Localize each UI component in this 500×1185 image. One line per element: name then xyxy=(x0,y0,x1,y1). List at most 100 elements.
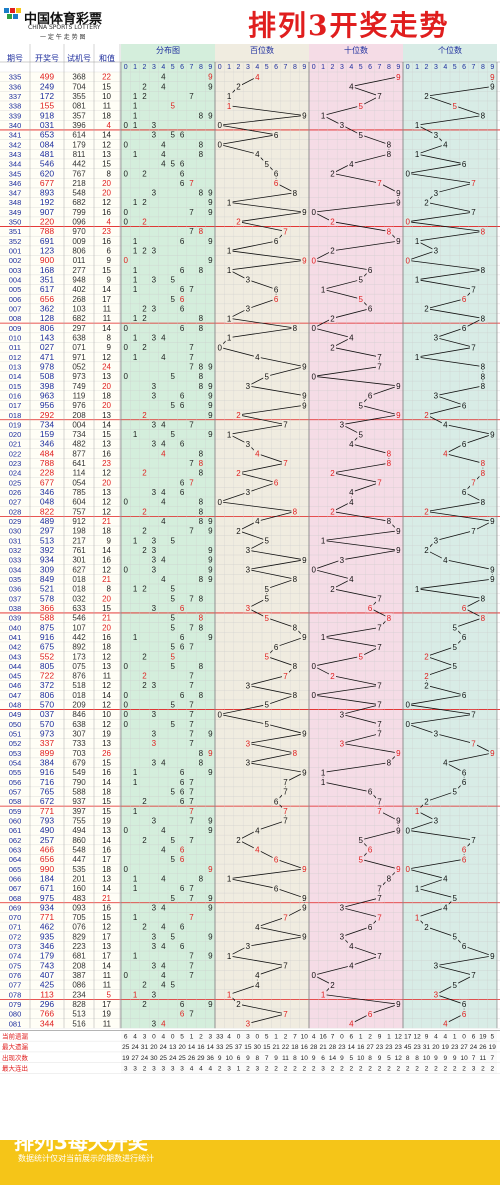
dist-digit: 4 xyxy=(161,981,166,990)
trend-point-bg xyxy=(235,468,242,478)
sum-value: 15 xyxy=(102,82,111,91)
test-number: 876 xyxy=(72,672,86,681)
stats-value: 5 xyxy=(180,1033,184,1040)
trend-digit: 8 xyxy=(293,189,298,198)
test-number: 828 xyxy=(72,1000,86,1009)
sum-value: 19 xyxy=(102,816,111,825)
stats-value: 16 xyxy=(319,1033,327,1040)
sum-value: 13 xyxy=(102,662,111,671)
dist-digit: 8 xyxy=(199,150,204,159)
draw-number: 346 xyxy=(40,439,54,449)
dist-digit: 6 xyxy=(180,604,185,613)
stats-value: 9 xyxy=(218,1055,222,1062)
trend-point-bg xyxy=(310,323,318,333)
sum-value: 9 xyxy=(107,276,112,285)
dist-digit: 9 xyxy=(208,73,213,82)
trend-digit: 2 xyxy=(330,981,335,990)
trend-point-bg xyxy=(432,990,440,1000)
dist-digit: 8 xyxy=(199,227,204,236)
dist-digit: 6 xyxy=(180,691,185,700)
dist-digit: 8 xyxy=(199,575,204,584)
trend-digit: 3 xyxy=(246,739,251,748)
dist-digit: 4 xyxy=(161,942,166,951)
dist-digit: 3 xyxy=(152,131,157,140)
issue-number: 003 xyxy=(9,266,22,275)
dist-digit: 9 xyxy=(208,82,213,91)
sum-value: 12 xyxy=(102,923,111,932)
trend-point-bg xyxy=(488,748,496,758)
stats-value: 30 xyxy=(254,1044,262,1051)
trend-digit: 9 xyxy=(396,865,401,874)
trend-digit: 0 xyxy=(311,662,316,671)
sum-value: 8 xyxy=(107,333,112,342)
draw-number: 771 xyxy=(40,912,54,922)
trend-digit: 8 xyxy=(481,111,486,120)
trend-digit: 7 xyxy=(377,720,382,729)
issue-number: 041 xyxy=(9,633,22,642)
test-number: 627 xyxy=(72,565,86,574)
issue-number: 344 xyxy=(9,160,22,169)
trend-point-bg xyxy=(225,874,233,884)
dist-digit: 6 xyxy=(180,942,185,951)
trend-point-bg xyxy=(376,719,383,729)
dist-digit: 8 xyxy=(199,189,204,198)
trend-digit: 9 xyxy=(396,527,401,536)
issue-number: 047 xyxy=(9,691,22,700)
dist-digit: 3 xyxy=(152,546,157,555)
dist-digit: 2 xyxy=(142,546,147,555)
dist-digit: 1 xyxy=(133,353,138,362)
dist-digit: 7 xyxy=(189,730,194,739)
trend-point-bg xyxy=(376,478,383,488)
test-number: 209 xyxy=(72,701,86,710)
issue-number: 026 xyxy=(9,488,22,497)
trend-digit: 1 xyxy=(415,150,420,159)
trend-point-bg xyxy=(329,671,336,681)
test-number: 733 xyxy=(72,739,86,748)
issue-number: 030 xyxy=(9,527,22,536)
test-number: 973 xyxy=(72,372,86,381)
dist-digit: 6 xyxy=(180,788,185,797)
trend-point-bg xyxy=(357,429,365,439)
draw-number: 292 xyxy=(40,410,54,420)
trend-digit: 5 xyxy=(452,894,457,903)
issue-number: 036 xyxy=(9,585,22,594)
stats-value: 12 xyxy=(395,1055,403,1062)
dist-digit: 8 xyxy=(199,469,204,478)
stats-value: 1 xyxy=(387,1033,391,1040)
stats-value: 10 xyxy=(301,1033,309,1040)
trend-digit: 5 xyxy=(264,537,269,546)
trend-digit: 6 xyxy=(274,797,279,806)
stats-value: 7 xyxy=(331,1033,335,1040)
trend-digit: 3 xyxy=(340,739,345,748)
trend-digit: 2 xyxy=(236,82,241,91)
issue-number: 021 xyxy=(9,440,22,449)
dist-digit: 9 xyxy=(208,903,213,912)
dist-digit: 4 xyxy=(161,961,166,970)
dist-digit: 3 xyxy=(152,488,157,497)
trend-point-bg xyxy=(329,468,336,478)
dist-digit: 0 xyxy=(123,691,128,700)
trend-digit: 5 xyxy=(264,160,269,169)
trend-point-bg xyxy=(441,420,449,430)
issue-number: 058 xyxy=(9,797,22,806)
dist-digit: 7 xyxy=(189,961,194,970)
draw-number: 675 xyxy=(40,642,54,652)
issue-number: 340 xyxy=(9,121,22,130)
stats-value: 0 xyxy=(152,1033,156,1040)
trend-digit: 7 xyxy=(377,730,382,739)
trend-digit: 7 xyxy=(471,179,476,188)
stats-value: 21 xyxy=(272,1044,280,1051)
trend-digit: 8 xyxy=(387,450,392,459)
stats-value: 8 xyxy=(368,1055,372,1062)
dist-digit: 7 xyxy=(189,807,194,816)
trend-digit: 7 xyxy=(283,788,288,797)
dist-digit: 2 xyxy=(142,82,147,91)
trend-point-bg xyxy=(423,197,430,207)
trend-point-bg xyxy=(347,333,355,343)
dist-digit: 8 xyxy=(199,614,204,623)
trend-digit: 6 xyxy=(462,295,467,304)
trend-digit: 7 xyxy=(377,594,382,603)
trend-point-bg xyxy=(394,188,402,198)
draw-number: 220 xyxy=(40,217,54,227)
dist-digit: 7 xyxy=(189,285,194,294)
